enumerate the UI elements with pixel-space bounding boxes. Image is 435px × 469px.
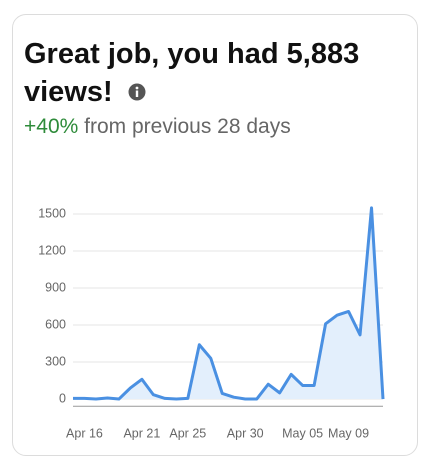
area (73, 207, 383, 400)
x-tick-label: Apr 16 (66, 426, 103, 440)
y-tick-label: 600 (45, 317, 66, 331)
x-tick-label: Apr 30 (227, 426, 264, 440)
y-tick-label: 300 (45, 354, 66, 368)
card: Great job, you had 5,883 views! +40% fro… (12, 14, 418, 456)
x-tick-label: Apr 21 (123, 426, 160, 440)
subtitle: +40% from previous 28 days (24, 115, 291, 139)
y-tick-label: 1500 (38, 206, 66, 220)
y-tick-label: 900 (45, 280, 66, 294)
title-wrap: Great job, you had 5,883 views! (24, 35, 394, 111)
card-title: Great job, you had 5,883 views! (24, 38, 360, 108)
x-tick-label: May 05 (282, 426, 323, 440)
y-tick-label: 0 (59, 391, 66, 405)
comparison: from previous 28 days (84, 115, 291, 138)
y-tick-label: 1200 (38, 243, 66, 257)
change: +40% (24, 115, 79, 138)
info-icon[interactable] (127, 82, 147, 102)
x-tick-label: May 09 (328, 426, 369, 440)
line (73, 206, 385, 401)
x-tick-label: Apr 25 (169, 426, 206, 440)
